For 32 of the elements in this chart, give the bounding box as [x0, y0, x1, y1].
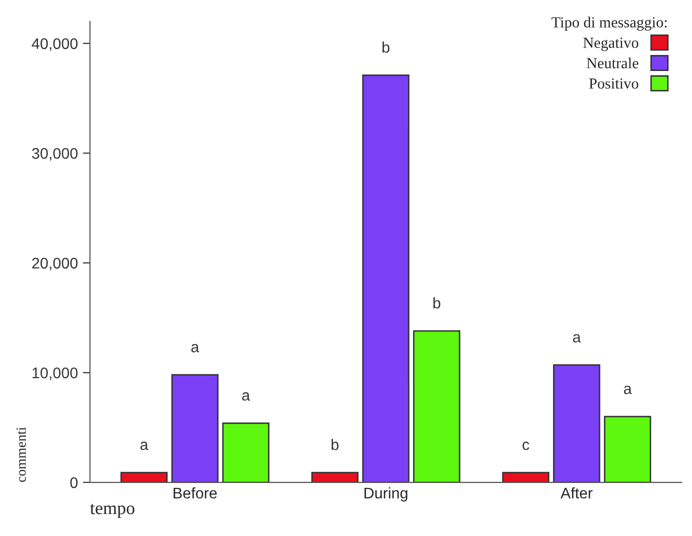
y-axis-title: commenti	[16, 427, 26, 482]
legend-label: Positivo	[589, 78, 638, 89]
data-label: a	[140, 442, 148, 450]
bar	[553, 364, 600, 482]
data-label: c	[522, 442, 530, 450]
bar	[171, 374, 219, 482]
bar	[502, 472, 550, 482]
y-tick-label: 40,000	[32, 38, 78, 51]
bar	[413, 330, 460, 482]
data-label: b	[332, 438, 339, 450]
data-label: b	[382, 42, 390, 53]
bar	[120, 472, 168, 482]
legend-title: Tipo di messaggio:	[552, 16, 667, 31]
x-tick-label: Before	[174, 487, 217, 498]
data-label: a	[624, 386, 632, 394]
x-tick-label: During	[364, 487, 408, 502]
y-tick-label: 0	[70, 477, 78, 488]
data-label: a	[191, 344, 200, 352]
bar	[311, 472, 358, 482]
legend-label: Neutrale	[586, 58, 638, 68]
bar	[362, 74, 410, 482]
data-label: a	[573, 334, 581, 342]
bar	[222, 422, 270, 482]
legend-label: Negativo	[583, 38, 638, 52]
data-label: a	[242, 392, 250, 401]
y-tick-label: 20,000	[32, 258, 78, 270]
x-tick-label: After	[560, 487, 593, 498]
y-tick-label: 10,000	[32, 368, 78, 380]
bar	[604, 416, 652, 482]
data-label: b	[433, 297, 440, 308]
x-axis-title: tempo	[90, 504, 134, 518]
y-tick-label: 30,000	[32, 148, 78, 161]
